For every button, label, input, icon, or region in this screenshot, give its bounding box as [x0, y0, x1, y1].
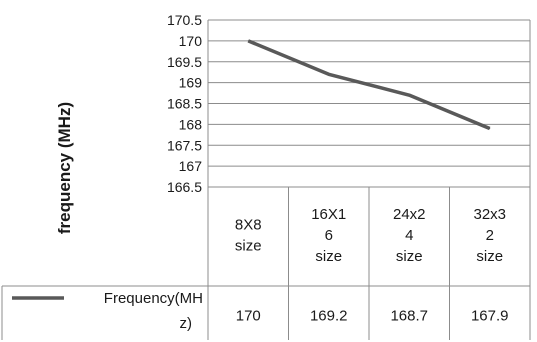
series-point — [408, 94, 410, 96]
category-label: 8X8 size — [235, 216, 262, 254]
category-label: 32x3 2 size — [473, 206, 506, 265]
category-label: 24x2 4 size — [393, 206, 426, 265]
series-point — [489, 128, 491, 130]
series-point — [328, 73, 330, 75]
y-tick-label: 167 — [179, 158, 203, 174]
category-label: 16X1 6 size — [311, 206, 346, 265]
y-tick-label: 166.5 — [167, 179, 202, 195]
data-table-value: 170 — [236, 307, 261, 324]
y-tick-label: 169 — [179, 75, 203, 91]
series-line — [247, 39, 491, 131]
data-table: 8X8 size 16X1 6 size 24x2 4 size 32x3 2 size 170 169… — [1, 187, 530, 340]
y-tick-label: 167.5 — [167, 137, 202, 153]
y-tick-label: 169.5 — [167, 54, 202, 70]
legend-label: Frequency(MH z) — [104, 290, 203, 332]
y-tick-label: 170 — [179, 33, 203, 49]
data-table-value: 169.2 — [310, 307, 348, 324]
data-table-value: 167.9 — [471, 307, 509, 324]
y-tick-labels: 170.5 170 169.5 169 168.5 168 167.5 167 166.5 — [167, 12, 202, 195]
data-table-value: 168.7 — [390, 307, 428, 324]
y-axis-label: frequency (MHz) — [55, 102, 74, 234]
y-tick-label: 170.5 — [167, 12, 202, 28]
y-tick-label: 168.5 — [167, 96, 202, 112]
series-point — [247, 40, 249, 42]
plot-series — [247, 39, 491, 131]
y-tick-label: 168 — [179, 116, 203, 132]
